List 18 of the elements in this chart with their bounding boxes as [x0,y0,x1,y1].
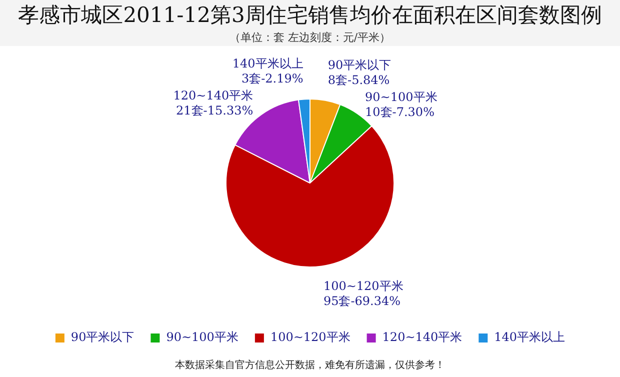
data-label: 95套-69.34% [323,294,401,308]
text: 本数据采集自官方信息公开数据，难免有所遗漏，仅供参考！ [174,358,446,373]
slice-label: 120~140平米 [173,88,254,102]
slice-label: 90~100平米 [365,90,438,104]
chart-title: 孝感市城区2011-12第3周住宅销售均价在面积在区间套数图例 [0,0,620,30]
slice-label: 100~120平米 [323,279,404,294]
data-label: 3套-2.19% [241,71,304,86]
slice-label: 90平米以下 [328,58,392,72]
legend-label: 120~140平米 [382,330,462,344]
chart-subtitle: （单位：套 左边刻度：元/平米） [0,30,620,46]
data-label: 10套-7.30% [365,105,434,120]
legend-label: 90~100平米 [166,330,238,344]
slice-label: 140平米以上 [232,56,304,70]
legend-label: 100~120平米 [270,330,350,344]
legend-label: 140平米以上 [494,330,566,344]
legend-label: 90平米以下 [70,330,134,344]
data-label: 21套-15.33% [176,103,254,118]
data-label: 8套-5.84% [328,73,390,88]
